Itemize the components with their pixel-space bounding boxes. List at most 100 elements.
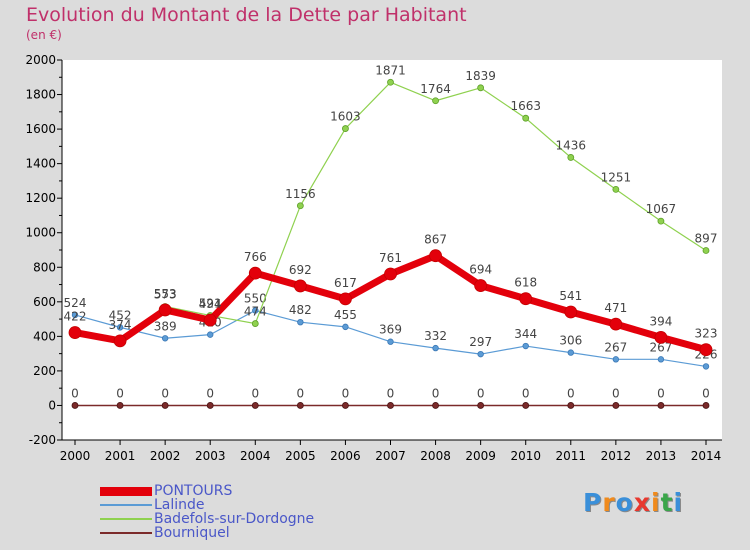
data-label-bourniquel: 0 xyxy=(702,386,710,400)
data-point-bourniquel xyxy=(296,402,304,409)
y-tick-label: 800 xyxy=(33,260,56,274)
data-label-lalinde: 306 xyxy=(559,334,582,348)
data-label-badefols-sur-dordogne: 1251 xyxy=(601,170,632,184)
data-point-pontours xyxy=(293,279,307,293)
x-tick-label: 2014 xyxy=(691,449,722,463)
data-point-bourniquel xyxy=(567,402,575,409)
logo-letter: t xyxy=(660,488,674,517)
data-label-bourniquel: 0 xyxy=(206,386,214,400)
data-label-bourniquel: 0 xyxy=(522,386,530,400)
data-label-lalinde: 482 xyxy=(289,303,312,317)
data-point-bourniquel xyxy=(161,402,169,409)
data-label-badefols-sur-dordogne: 474 xyxy=(244,305,267,319)
data-point-lalinde xyxy=(161,335,169,342)
data-label-lalinde: 369 xyxy=(379,323,402,337)
data-point-bourniquel xyxy=(116,402,124,409)
data-label-pontours: 541 xyxy=(559,289,582,303)
data-label-pontours: 471 xyxy=(604,301,627,315)
data-point-badefols-sur-dordogne xyxy=(702,247,710,254)
data-point-lalinde xyxy=(297,319,304,326)
data-label-lalinde: 452 xyxy=(109,308,132,322)
data-point-lalinde xyxy=(657,356,665,363)
data-point-lalinde xyxy=(477,350,484,358)
proxiti-logo[interactable]: Proxiti xyxy=(583,488,683,517)
data-label-lalinde: 267 xyxy=(604,340,627,354)
data-label-pontours: 422 xyxy=(64,310,87,324)
data-label-lalinde: 455 xyxy=(334,308,357,322)
data-label-lalinde: 389 xyxy=(154,319,177,333)
data-point-bourniquel xyxy=(387,402,394,409)
data-point-pontours xyxy=(699,343,713,357)
legend-item-badefols[interactable]: Badefols-sur-Dordogne xyxy=(100,512,420,526)
data-point-badefols-sur-dordogne xyxy=(432,97,439,105)
logo-letter: o xyxy=(615,488,634,517)
data-label-lalinde: 524 xyxy=(64,296,87,310)
data-label-lalinde: 344 xyxy=(514,327,537,341)
data-label-lalinde: 267 xyxy=(649,340,672,354)
data-point-badefols-sur-dordogne xyxy=(296,202,304,210)
data-point-pontours xyxy=(384,267,397,281)
data-label-bourniquel: 0 xyxy=(116,386,124,400)
data-point-lalinde xyxy=(342,323,349,331)
legend-swatch-badefols xyxy=(100,518,152,520)
data-label-bourniquel: 0 xyxy=(161,386,169,400)
data-point-lalinde xyxy=(387,338,394,345)
legend-item-pontours[interactable]: PONTOURS xyxy=(100,484,420,498)
data-point-pontours xyxy=(564,305,578,319)
data-point-pontours xyxy=(474,279,488,292)
data-point-badefols-sur-dordogne xyxy=(387,78,394,86)
chart-title: Evolution du Montant de la Dette par Hab… xyxy=(26,4,467,26)
data-point-badefols-sur-dordogne xyxy=(567,154,575,161)
legend-swatch-lalinde xyxy=(100,504,152,506)
y-tick-label: 2000 xyxy=(25,53,56,67)
data-point-bourniquel xyxy=(702,402,710,409)
data-label-badefols-sur-dordogne: 573 xyxy=(154,287,177,301)
data-point-bourniquel xyxy=(477,402,485,409)
data-label-pontours: 617 xyxy=(334,276,357,290)
data-point-pontours xyxy=(158,303,172,317)
data-point-badefols-sur-dordogne xyxy=(612,185,620,193)
data-point-bourniquel xyxy=(432,402,439,409)
data-label-bourniquel: 0 xyxy=(657,386,665,400)
data-label-bourniquel: 0 xyxy=(71,386,79,400)
data-point-pontours xyxy=(519,292,533,306)
data-point-lalinde xyxy=(116,324,124,331)
data-point-bourniquel xyxy=(522,402,530,409)
data-label-pontours: 761 xyxy=(379,251,402,265)
x-tick-label: 2009 xyxy=(465,449,496,463)
logo-letter: i xyxy=(673,488,684,517)
data-label-lalinde: 297 xyxy=(469,335,492,349)
data-point-lalinde xyxy=(612,356,620,363)
data-label-pontours: 374 xyxy=(109,318,132,332)
x-tick-label: 2004 xyxy=(240,449,271,463)
legend-item-lalinde[interactable]: Lalinde xyxy=(100,498,420,512)
data-label-bourniquel: 0 xyxy=(387,386,395,400)
data-label-pontours: 394 xyxy=(649,314,672,328)
data-point-badefols-sur-dordogne xyxy=(251,320,259,327)
data-point-pontours xyxy=(654,330,668,344)
data-label-badefols-sur-dordogne: 1764 xyxy=(420,82,451,96)
y-tick-label: 200 xyxy=(33,364,56,378)
x-tick-label: 2012 xyxy=(601,449,632,463)
legend-item-bourniquel[interactable]: Bourniquel xyxy=(100,526,420,540)
data-label-lalinde: 332 xyxy=(424,329,447,343)
y-tick-label: 1600 xyxy=(25,122,56,136)
data-label-badefols-sur-dordogne: 521 xyxy=(199,296,222,310)
data-point-bourniquel xyxy=(342,402,349,409)
data-label-badefols-sur-dordogne: 897 xyxy=(695,232,718,246)
data-label-lalinde: 550 xyxy=(244,291,267,305)
data-point-lalinde xyxy=(567,349,574,356)
data-label-badefols-sur-dordogne: 1436 xyxy=(556,138,587,152)
data-point-badefols-sur-dordogne xyxy=(657,217,665,225)
x-tick-label: 2011 xyxy=(556,449,587,463)
data-point-badefols-sur-dordogne xyxy=(477,84,485,92)
data-label-bourniquel: 0 xyxy=(477,386,485,400)
legend-label: PONTOURS xyxy=(154,483,233,499)
data-label-pontours: 323 xyxy=(695,327,718,341)
logo-letter: r xyxy=(602,488,616,517)
y-tick-label: 1800 xyxy=(25,88,56,102)
data-point-pontours xyxy=(203,313,217,327)
logo-letter: P xyxy=(583,488,603,517)
legend-label: Lalinde xyxy=(154,497,205,513)
